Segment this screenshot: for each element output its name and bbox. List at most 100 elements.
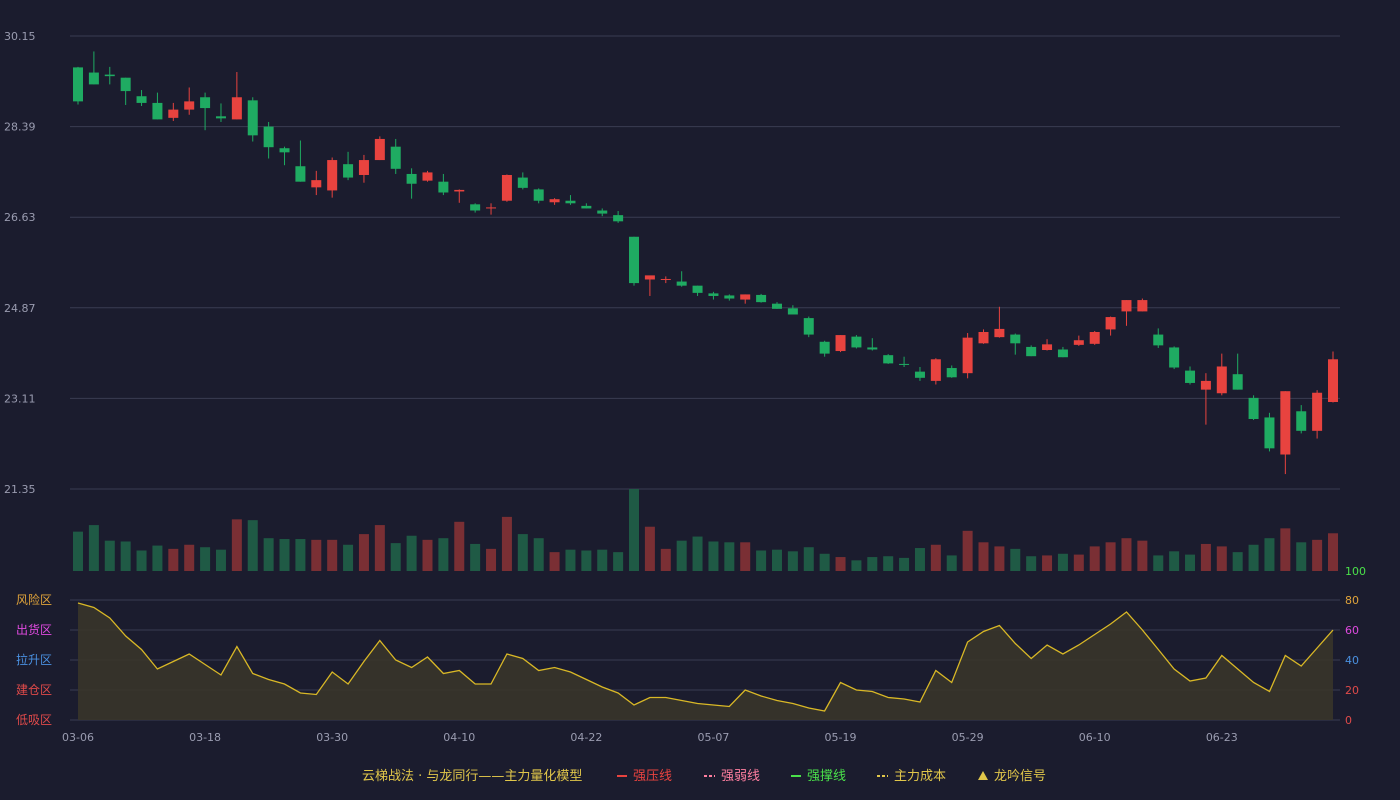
oscillator-zone-label: 拉升区: [16, 652, 52, 667]
oscillator-zone-label: 出货区: [16, 622, 52, 637]
candle-body: [867, 347, 878, 350]
candle-body: [327, 160, 338, 191]
price-tick-label: 26.63: [4, 211, 36, 224]
oscillator-line: [77, 602, 1334, 712]
volume-bar: [1105, 542, 1116, 571]
volume-bar: [1280, 528, 1291, 571]
volume-bar: [1089, 546, 1100, 571]
legend-item-label: 龙吟信号: [994, 768, 1046, 784]
candle-body: [978, 331, 989, 344]
candle-body: [1216, 366, 1227, 394]
volume-bar: [1232, 552, 1243, 571]
candle-body: [1232, 374, 1243, 390]
candle-body: [1264, 417, 1275, 449]
price-tick-label: 21.35: [4, 483, 36, 496]
candle-body: [1026, 346, 1037, 357]
volume-bar: [263, 538, 274, 571]
volume-bar: [914, 548, 925, 571]
volume-bar: [104, 540, 115, 571]
oscillator-zone-label: 建仓区: [16, 683, 52, 697]
candle-body: [962, 337, 973, 374]
candle-body: [200, 97, 211, 109]
candle-body: [470, 204, 481, 211]
volume-bar: [374, 525, 385, 571]
volume-bar: [295, 539, 306, 571]
candle-body: [486, 207, 497, 209]
candle-body: [390, 146, 401, 169]
volume-bar: [438, 538, 449, 571]
candle-body: [1137, 300, 1148, 312]
candle-body: [994, 328, 1005, 338]
volume-bar: [247, 520, 258, 571]
volume-bar: [1073, 554, 1084, 571]
candle-body: [231, 97, 242, 120]
volume-bar: [279, 539, 290, 571]
candle-body: [1057, 349, 1068, 358]
candle-body: [565, 200, 576, 204]
candle-body: [184, 101, 195, 110]
oscillator-tick-label: 80: [1345, 594, 1359, 607]
volume-bar: [946, 555, 957, 571]
volume-bar: [867, 557, 878, 571]
oscillator-area: [78, 603, 1333, 720]
volume-bar: [1153, 555, 1164, 571]
candle-body: [581, 205, 592, 209]
candle-body: [1105, 317, 1116, 330]
volume-bar: [803, 547, 814, 571]
candle-body: [1280, 391, 1291, 455]
volume-bar: [1312, 539, 1323, 571]
volume-bar: [231, 519, 242, 571]
oscillator-tick-label: 60: [1345, 624, 1359, 637]
price-tick-label: 28.39: [4, 121, 36, 134]
volume-bar: [565, 549, 576, 571]
volume-bar: [819, 553, 830, 571]
candle-body: [724, 295, 735, 299]
volume-bar: [756, 550, 767, 571]
volume-bar: [613, 552, 624, 571]
volume-bar: [327, 539, 338, 571]
date-tick-label: 05-29: [952, 731, 984, 744]
volume-bar: [422, 539, 433, 571]
candle-body: [517, 177, 528, 188]
candle-body: [152, 102, 163, 120]
candle-body: [851, 336, 862, 348]
candle-body: [1042, 344, 1053, 351]
candle-body: [1200, 380, 1211, 390]
volume-bar: [1026, 556, 1037, 571]
volume-bar: [835, 557, 846, 571]
candle-body: [343, 164, 354, 178]
legend-item-label: 强弱线: [721, 769, 760, 784]
volume-bar: [1216, 546, 1227, 571]
volume-bar: [1010, 548, 1021, 571]
volume-bar: [1328, 533, 1338, 571]
candle-body: [1153, 334, 1164, 346]
volume-bar: [1057, 553, 1068, 571]
volume-bar: [899, 557, 910, 571]
volume-bar: [184, 544, 195, 571]
volume-bar: [168, 548, 179, 571]
candle-body: [358, 160, 369, 175]
volume-bar: [470, 543, 481, 571]
volume-bar: [962, 530, 973, 571]
volume-bar: [597, 549, 608, 571]
candle-body: [501, 174, 512, 201]
date-tick-label: 05-19: [825, 731, 857, 744]
candle-body: [263, 126, 274, 148]
volume-bar: [88, 525, 99, 571]
candle-body: [247, 100, 258, 136]
candle-body: [1169, 347, 1180, 368]
candle-body: [1328, 359, 1338, 403]
candle-body: [168, 109, 179, 118]
candle-body: [549, 199, 560, 203]
date-tick-label: 04-10: [443, 731, 475, 744]
candle-body: [629, 236, 640, 284]
volume-bar: [1137, 540, 1148, 571]
volume-bar: [120, 541, 131, 571]
candle-body: [835, 335, 846, 352]
volume-bar: [787, 551, 798, 571]
volume-bar: [311, 539, 322, 571]
candle-body: [1121, 300, 1132, 312]
candle-body: [946, 368, 957, 378]
volume-bar: [676, 540, 687, 571]
